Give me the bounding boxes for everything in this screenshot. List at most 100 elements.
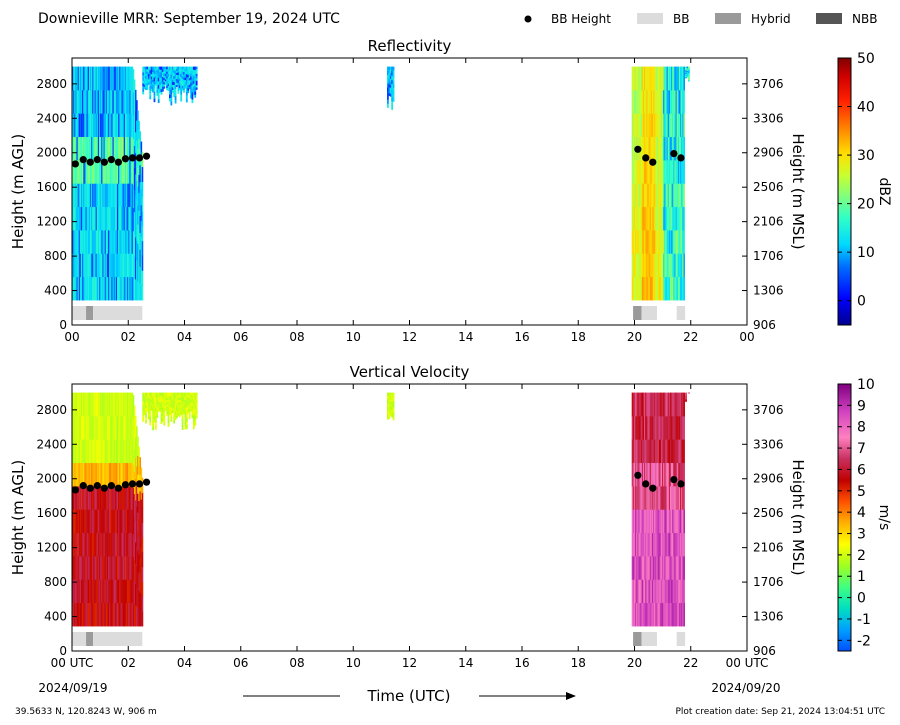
velocity-cell — [142, 412, 145, 417]
velocity-cell — [675, 579, 678, 604]
reflectivity-cell — [645, 89, 647, 114]
reflectivity-cell — [674, 89, 676, 114]
velocity-cell — [140, 499, 143, 516]
velocity-cell — [190, 405, 192, 408]
reflectivity-cell — [101, 113, 103, 138]
reflectivity-cell — [653, 253, 655, 278]
velocity-cell — [645, 415, 647, 440]
reflectivity-cell — [79, 89, 82, 114]
velocity-cell — [677, 579, 680, 604]
reflectivity-cell — [391, 105, 394, 110]
reflectivity-cell — [169, 76, 171, 81]
velocity-cell — [649, 415, 652, 440]
velocity-cell — [156, 405, 159, 408]
velocity-precip-segment — [685, 392, 690, 403]
reflectivity-cell — [188, 75, 191, 79]
velocity-cell — [389, 401, 392, 405]
velocity-cell — [672, 556, 674, 580]
velocity-cell — [176, 415, 178, 419]
velocity-cell — [650, 532, 653, 557]
reflectivity-bb-height-point — [79, 156, 87, 164]
reflectivity-cell — [149, 85, 152, 90]
reflectivity-cell — [644, 206, 646, 231]
legend-bb-label: BB — [673, 12, 689, 26]
reflectivity-cell — [121, 136, 124, 161]
reflectivity-cell — [86, 89, 89, 114]
velocity-x-tick-label: 10 — [346, 656, 361, 670]
reflectivity-cell — [113, 159, 116, 184]
reflectivity-cell — [635, 159, 637, 184]
velocity-cell — [121, 415, 124, 440]
reflectivity-cell — [177, 82, 180, 86]
reflectivity-cell — [649, 206, 652, 231]
velocity-cell — [92, 509, 94, 534]
velocity-cell — [644, 556, 646, 580]
reflectivity-cell — [662, 276, 664, 301]
velocity-cell — [664, 485, 666, 510]
reflectivity-cell — [130, 89, 133, 114]
reflectivity-cell — [645, 253, 647, 278]
reflectivity-plot-area — [71, 66, 690, 320]
reflectivity-cell — [632, 136, 635, 161]
reflectivity-cell — [631, 113, 634, 138]
velocity-cell — [668, 439, 671, 464]
reflectivity-cell — [651, 89, 654, 114]
reflectivity-cell — [73, 206, 75, 231]
velocity-cell — [83, 485, 85, 510]
velocity-cell — [122, 532, 125, 557]
reflectivity-cell — [100, 206, 102, 231]
reflectivity-cell — [664, 183, 666, 208]
velocity-cell — [133, 405, 136, 428]
reflectivity-cell — [389, 72, 392, 76]
velocity-cell — [655, 532, 657, 557]
velocity-cell — [170, 412, 173, 417]
velocity-cell — [99, 556, 101, 580]
velocity-x-tick-label: 06 — [233, 656, 248, 670]
reflectivity-cell — [659, 136, 662, 161]
velocity-cell — [136, 566, 138, 587]
reflectivity-cell — [129, 230, 131, 254]
reflectivity-cell — [654, 253, 656, 278]
velocity-cell — [84, 439, 86, 464]
reflectivity-cell — [126, 183, 128, 208]
reflectivity-cell — [92, 253, 94, 278]
reflectivity-cell — [88, 276, 91, 301]
reflectivity-cell — [637, 183, 639, 208]
reflectivity-cell — [130, 66, 133, 91]
velocity-cell — [99, 439, 101, 464]
reflectivity-cell — [633, 159, 636, 184]
velocity-cell — [662, 509, 664, 534]
velocity-cell — [649, 462, 652, 487]
reflectivity-cell — [169, 90, 171, 95]
velocity-cell — [633, 556, 636, 580]
velocity-cell — [169, 394, 171, 398]
velocity-cell — [187, 403, 190, 406]
velocity-bb-height-point — [670, 476, 678, 484]
velocity-cell — [632, 532, 635, 557]
velocity-cell — [146, 396, 149, 399]
reflectivity-cell — [119, 66, 121, 91]
reflectivity-cell — [97, 206, 100, 231]
velocity-cell — [152, 414, 154, 420]
reflectivity-cell — [85, 66, 88, 91]
velocity-cell — [181, 407, 184, 412]
reflectivity-cell — [143, 79, 146, 83]
velocity-cell — [681, 509, 683, 534]
velocity-cell — [635, 556, 637, 580]
reflectivity-cell — [101, 276, 103, 301]
velocity-cell — [113, 579, 116, 604]
velocity-cell — [669, 602, 672, 627]
reflectivity-cell — [77, 89, 80, 114]
reflectivity-cell — [153, 77, 156, 82]
velocity-cell — [103, 556, 106, 580]
legend-bb-height-dot-icon — [524, 15, 532, 23]
reflectivity-cell — [657, 89, 660, 114]
reflectivity-cell — [108, 276, 110, 301]
reflectivity-cell — [76, 89, 79, 114]
reflectivity-cell — [651, 159, 654, 184]
velocity-cell — [647, 485, 649, 510]
reflectivity-x-tick-label: 04 — [177, 330, 192, 344]
velocity-cell — [135, 415, 137, 438]
reflectivity-cell — [132, 184, 135, 209]
reflectivity-cell — [637, 66, 639, 91]
